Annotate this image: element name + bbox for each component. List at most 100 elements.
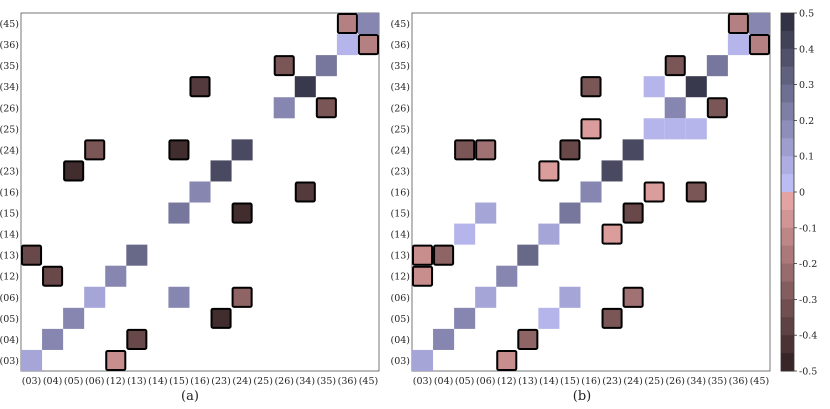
heatmap-cell: [581, 119, 600, 138]
heatmap-cell: [603, 225, 622, 244]
heatmap-cell: [645, 182, 664, 201]
heatmap-cell: [581, 77, 600, 96]
x-tick-label: (13): [127, 376, 147, 387]
colorbar-segment: [781, 31, 794, 49]
y-tick-label: (12): [0, 272, 19, 283]
heatmap-cell: [22, 246, 41, 265]
heatmap-cell: [413, 267, 432, 286]
heatmap-cell: [644, 76, 665, 97]
heatmap-cell: [434, 246, 453, 265]
heatmap-cell: [190, 77, 209, 96]
x-tick-label: (04): [43, 376, 63, 387]
colorbar-segment: [781, 67, 794, 85]
y-tick-label: (06): [0, 293, 19, 304]
heatmap-cell: [538, 224, 559, 245]
heatmap-cell: [43, 267, 62, 286]
colorbar-segment: [781, 246, 794, 264]
y-tick-label: (03): [0, 356, 19, 367]
heatmap-cell: [517, 245, 538, 266]
y-tick-label: (45): [0, 19, 19, 30]
x-tick-label: (25): [644, 376, 664, 387]
heatmap-cell: [359, 35, 378, 54]
y-tick-label: (14): [0, 230, 19, 241]
colorbar-tick-label: 0.2: [799, 116, 814, 127]
heatmap-cell: [212, 309, 231, 328]
colorbar-segment: [781, 13, 794, 31]
heatmap-cell: [728, 34, 749, 55]
x-tick-label: (16): [190, 376, 210, 387]
heatmap-cell: [233, 288, 252, 307]
colorbar-segment: [781, 353, 794, 371]
heatmap-cell: [85, 140, 104, 159]
y-tick-label: (35): [390, 61, 410, 72]
y-tick-label: (26): [390, 103, 410, 114]
x-tick-label: (25): [253, 376, 273, 387]
colorbar-segment: [781, 317, 794, 335]
colorbar-segment: [781, 299, 794, 317]
colorbar-segment: [781, 138, 794, 156]
y-tick-label: (04): [0, 335, 19, 346]
y-tick-label: (03): [390, 356, 410, 367]
y-tick-label: (23): [0, 166, 19, 177]
heatmap-cell: [538, 308, 559, 329]
colorbar-tick-label: -0.5: [799, 367, 817, 378]
y-tick-label: (23): [390, 166, 410, 177]
y-tick-label: (14): [390, 230, 410, 241]
heatmap-cell: [274, 97, 295, 118]
heatmap-cell: [232, 139, 253, 160]
caption-b: (b): [573, 389, 591, 404]
y-tick-label: (25): [390, 124, 410, 135]
x-tick-label: (26): [274, 376, 294, 387]
y-tick-label: (25): [0, 124, 19, 135]
x-tick-label: (35): [317, 376, 337, 387]
heatmap-cell: [708, 98, 727, 117]
heatmap-cell: [63, 308, 84, 329]
colorbar-segment: [781, 103, 794, 121]
x-tick-label: (24): [232, 376, 252, 387]
y-tick-label: (13): [0, 251, 19, 262]
y-tick-label: (15): [390, 209, 410, 220]
heatmap-cell: [560, 140, 579, 159]
heatmap-cell: [665, 118, 686, 139]
heatmap-cell: [623, 139, 644, 160]
x-tick-label: (03): [413, 376, 433, 387]
colorbar-tick-label: 0.4: [799, 44, 814, 55]
x-tick-label: (36): [729, 376, 749, 387]
x-tick-label: (06): [476, 376, 496, 387]
heatmap-cell: [64, 161, 83, 180]
x-tick-label: (45): [359, 376, 379, 387]
colorbar-segment: [781, 335, 794, 353]
heatmap-cell: [497, 351, 516, 370]
heatmap-cell: [476, 140, 495, 159]
heatmap-cell: [580, 181, 601, 202]
colorbar-segment: [781, 49, 794, 67]
heatmap-panel-b: (03) (04) (05) (06) (12) (13) (14) (15) (16) (23)…: [390, 13, 770, 387]
heatmap-cell: [233, 204, 252, 223]
colorbar-tick-label: 0.5: [799, 9, 814, 20]
heatmap-cell: [496, 266, 517, 287]
heatmap-cell: [687, 182, 706, 201]
x-tick-label: (35): [708, 376, 728, 387]
heatmap-panel-a: (03) (04) (05) (06) (12) (13) (14) (15) (16) (23)…: [0, 13, 379, 387]
x-tick-label: (05): [64, 376, 84, 387]
heatmap-cell: [295, 76, 316, 97]
x-tick-label: (06): [85, 376, 105, 387]
y-tick-label: (45): [390, 19, 410, 30]
y-tick-label: (36): [390, 40, 410, 51]
heatmap-cell: [707, 55, 728, 76]
heatmap-cell: [454, 308, 475, 329]
heatmap-cell: [337, 34, 358, 55]
heatmap-cell: [413, 246, 432, 265]
heatmap-cell: [603, 309, 622, 328]
heatmap-cell: [518, 330, 537, 349]
heatmap-cell: [168, 287, 189, 308]
heatmap-cell: [338, 14, 357, 33]
colorbar-tick-label: -0.2: [799, 259, 817, 270]
heatmap-cell: [644, 118, 665, 139]
heatmap-cell: [433, 329, 454, 350]
colorbar-tick-label: -0.3: [799, 295, 817, 306]
colorbar-segment: [781, 156, 794, 174]
heatmap-cell: [686, 76, 707, 97]
heatmap-cell: [169, 140, 188, 159]
